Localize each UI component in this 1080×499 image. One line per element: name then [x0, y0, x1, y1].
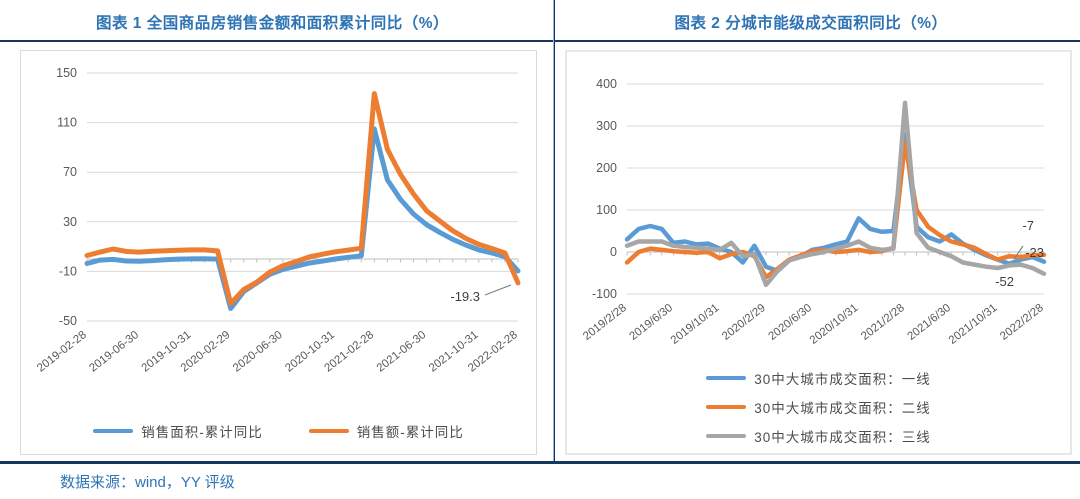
svg-text:-10: -10	[59, 264, 77, 278]
chart1-title: 图表 1 全国商品房销售金额和面积累计同比（%）	[95, 15, 450, 32]
svg-text:300: 300	[596, 119, 617, 133]
svg-text:2019/2/28: 2019/2/28	[581, 302, 629, 343]
series-line-marker	[706, 434, 747, 438]
legend-label: 30中大城市成交面积：二线	[754, 401, 931, 416]
footer-rule	[0, 461, 1080, 464]
svg-text:2019/10/31: 2019/10/31	[669, 302, 722, 347]
chart1-legend: 销售面积-累计同比 销售额-累计同比	[21, 421, 536, 441]
legend-label: 销售面积-累计同比	[141, 425, 263, 440]
svg-text:0: 0	[610, 245, 617, 259]
legend-item-sales-area: 销售面积-累计同比	[93, 421, 263, 441]
title-underline-rule	[0, 40, 1080, 42]
panel-divider-rule	[553, 0, 555, 461]
svg-text:-23: -23	[1025, 245, 1044, 260]
svg-text:2020/2/29: 2020/2/29	[720, 302, 768, 343]
svg-text:400: 400	[596, 77, 617, 91]
legend-label: 30中大城市成交面积：三线	[754, 430, 931, 445]
legend-item-tier3: 30中大城市成交面积：三线	[706, 426, 931, 446]
chart1-box: 150 110 70 30 -10 -50 2019-02-28 2019-06-30 2019…	[20, 50, 537, 455]
svg-text:2021/2/28: 2021/2/28	[859, 302, 907, 343]
svg-text:110: 110	[57, 116, 77, 130]
series-line-marker	[93, 429, 134, 433]
legend-item-tier1: 30中大城市成交面积：一线	[706, 368, 931, 388]
chart2-title: 图表 2 分城市能级成交面积同比（%）	[674, 15, 948, 32]
svg-text:-52: -52	[995, 274, 1014, 289]
svg-text:2020-06-30: 2020-06-30	[231, 329, 285, 375]
svg-text:2019-02-28: 2019-02-28	[35, 329, 89, 375]
svg-text:200: 200	[596, 161, 617, 175]
svg-text:2021-06-30: 2021-06-30	[375, 329, 429, 375]
series-line-marker	[706, 405, 747, 409]
svg-text:-7: -7	[1022, 218, 1034, 233]
svg-text:2019-06-30: 2019-06-30	[87, 329, 141, 375]
svg-text:-50: -50	[59, 314, 77, 328]
chart1-plot: 1501107030-10-502019-02-282019-06-302019…	[35, 66, 521, 375]
legend-item-sales-amount: 销售额-累计同比	[308, 421, 464, 441]
svg-text:100: 100	[596, 203, 617, 217]
svg-text:70: 70	[63, 165, 77, 179]
series-line-marker	[308, 429, 349, 433]
series-line-marker	[706, 376, 747, 380]
svg-text:2021/10/31: 2021/10/31	[947, 302, 1000, 347]
svg-text:30: 30	[63, 215, 77, 229]
legend-label: 30中大城市成交面积：一线	[754, 372, 931, 387]
svg-text:-100: -100	[592, 287, 617, 301]
legend-item-tier2: 30中大城市成交面积：二线	[706, 397, 931, 417]
legend-label: 销售额-累计同比	[356, 425, 464, 440]
svg-text:2022/2/28: 2022/2/28	[998, 302, 1046, 343]
chart2-plot: 4003002001000-1002019/2/282019/6/302019/…	[581, 77, 1047, 347]
svg-text:2020/10/31: 2020/10/31	[808, 302, 861, 347]
data-source-text: 数据来源：wind，YY 评级	[60, 474, 235, 491]
chart2-legend: 30中大城市成交面积：一线 30中大城市成交面积：二线 30中大城市成交面积：三…	[706, 368, 931, 446]
chart2-box: 400 300 200 100 0 -100 2019/2/28 2019/6/30 2019/…	[565, 50, 1072, 455]
svg-text:-19.3: -19.3	[450, 289, 480, 304]
svg-text:150: 150	[56, 66, 77, 80]
